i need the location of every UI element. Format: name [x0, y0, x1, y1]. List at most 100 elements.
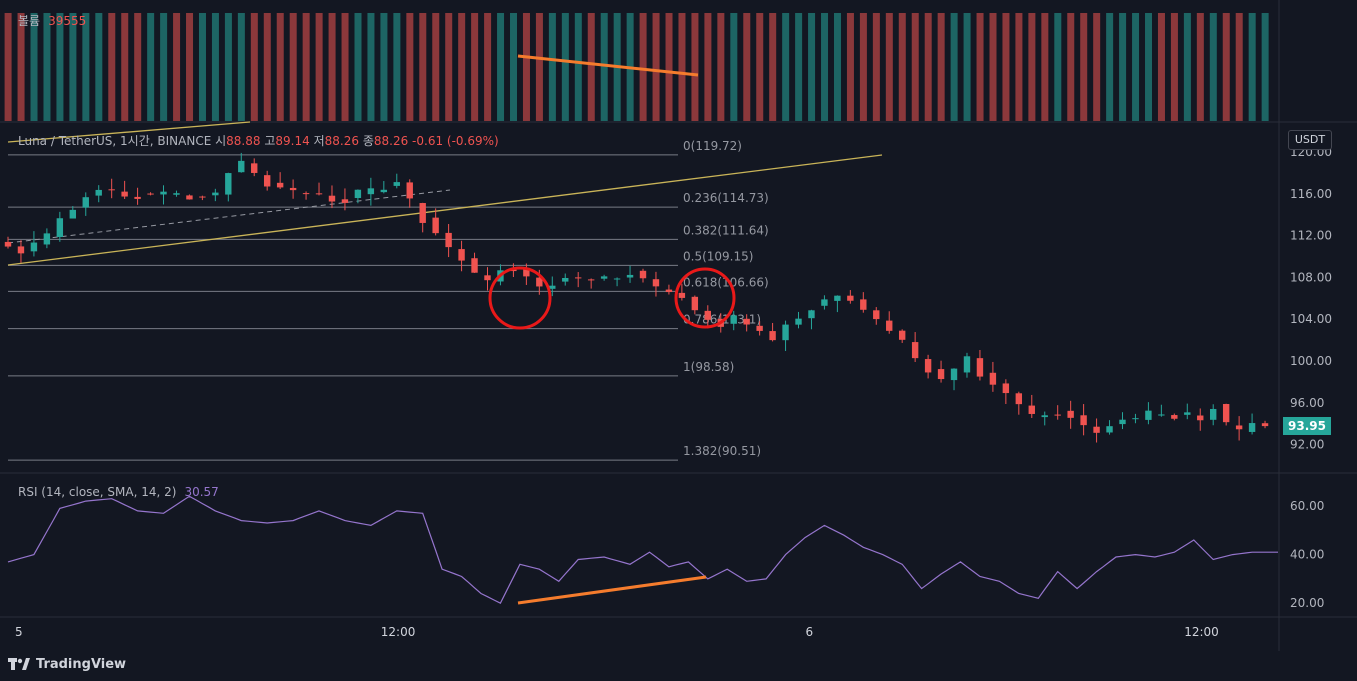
candle-body	[510, 269, 517, 272]
rsi-panel	[7, 495, 1278, 605]
candle-body	[458, 249, 465, 261]
price-tick-label: 104.00	[1290, 312, 1332, 326]
candle-body	[691, 296, 699, 311]
candle-body	[147, 193, 154, 195]
candle-body	[886, 320, 893, 331]
candle-body	[808, 310, 815, 319]
volume-bar	[911, 13, 919, 121]
volume-bar	[147, 13, 155, 121]
candle-body	[1093, 426, 1100, 433]
candle-body	[1222, 403, 1230, 423]
candle-body	[406, 182, 413, 199]
last-price-label: 93.95	[1283, 417, 1331, 435]
volume-divergence-line	[517, 54, 699, 77]
candle-body	[704, 310, 711, 320]
volume-bar	[782, 13, 790, 121]
volume-bar	[17, 13, 25, 121]
candle-body	[613, 278, 621, 280]
volume-bar	[924, 13, 932, 121]
candle-body	[4, 241, 12, 247]
volume-bar	[263, 13, 271, 121]
candle-body	[1002, 383, 1010, 394]
volume-bar	[1183, 13, 1191, 121]
volume-bar	[458, 13, 466, 121]
currency-badge[interactable]: USDT	[1288, 130, 1332, 150]
volume-bar	[173, 13, 181, 121]
candle-body	[782, 324, 789, 341]
candle-body	[380, 189, 388, 193]
volume-bar	[808, 13, 816, 121]
volume-bar	[1041, 13, 1049, 121]
high-value: 89.14	[275, 134, 310, 148]
candle-body	[963, 356, 971, 373]
candle-body	[665, 289, 673, 293]
low-value: 88.26	[324, 134, 359, 148]
volume-bar	[730, 13, 738, 121]
candle-body	[121, 191, 128, 197]
volume-bar	[885, 13, 893, 121]
volume-bar	[354, 13, 362, 121]
volume-bar	[419, 13, 427, 121]
fib-level-label: 1(98.58)	[683, 360, 734, 374]
candle-body	[1145, 410, 1152, 420]
fib-level-label: 0.382(111.64)	[683, 223, 769, 237]
volume-legend: 볼륨 39555	[18, 12, 86, 29]
volume-bar	[963, 13, 971, 121]
candle-body	[821, 299, 828, 306]
volume-bar	[484, 13, 492, 121]
volume-bar	[276, 13, 284, 121]
annotations	[488, 54, 736, 605]
candle-body	[1067, 410, 1074, 418]
candle-body	[600, 276, 608, 279]
fib-level-label: 0.5(109.15)	[683, 249, 753, 263]
candle-body	[730, 315, 737, 324]
volume-bar	[1132, 13, 1140, 121]
high-label: 고	[264, 134, 276, 148]
volume-bar	[1235, 13, 1243, 121]
volume-bar	[108, 13, 116, 121]
volume-bar	[898, 13, 906, 121]
fib-levels: 0(119.72) 0.236(114.73) 0.382(111.64) 0.5(1…	[8, 139, 769, 461]
symbol-name[interactable]: Luna / TetherUS, 1시간, BINANCE	[18, 134, 212, 148]
volume-bar	[976, 13, 984, 121]
candle-body	[911, 342, 919, 359]
rsi-line	[7, 495, 1278, 605]
candle-body	[302, 193, 310, 195]
rsi-label[interactable]: RSI (14, close, SMA, 14, 2)	[18, 485, 177, 499]
time-tick-label: 12:00	[381, 625, 416, 639]
fib-level-label: 0(119.72)	[683, 139, 742, 153]
volume-bar	[43, 13, 51, 121]
candle-body	[549, 285, 556, 289]
candle-body	[678, 292, 686, 298]
symbol-legend[interactable]: Luna / TetherUS, 1시간, BINANCE 시88.88 고89…	[18, 132, 499, 149]
volume-bar	[95, 13, 103, 121]
tradingview-logo-icon	[8, 657, 30, 672]
fib-level-label: 1.382(90.51)	[683, 444, 761, 458]
dashed-channel-line	[7, 189, 451, 244]
tradingview-label: TradingView	[36, 657, 127, 672]
volume-bar	[522, 13, 530, 121]
candle-body	[186, 195, 193, 200]
volume-bar	[1145, 13, 1153, 121]
volume-bar	[497, 13, 505, 121]
volume-bar	[406, 13, 414, 121]
volume-bar	[1157, 13, 1165, 121]
trend-lines	[7, 121, 883, 266]
volume-bar	[691, 13, 699, 121]
candle-body	[1158, 414, 1165, 416]
volume-bar	[1209, 13, 1217, 121]
candle-body	[445, 232, 452, 248]
candle-body	[1248, 423, 1256, 432]
price-tick-label: 112.00	[1290, 229, 1332, 243]
rsi-tick-label: 40.00	[1290, 548, 1324, 562]
candle-body	[276, 182, 284, 188]
volume-bar	[367, 13, 375, 121]
rsi-legend[interactable]: RSI (14, close, SMA, 14, 2) 30.57	[18, 485, 219, 499]
candle-body	[17, 246, 25, 254]
tradingview-branding[interactable]: TradingView	[8, 657, 126, 672]
candle-body	[1235, 425, 1243, 430]
candle-body	[199, 196, 206, 198]
candle-body	[756, 325, 763, 331]
volume-bar	[665, 13, 673, 121]
volume-bar	[198, 13, 206, 121]
